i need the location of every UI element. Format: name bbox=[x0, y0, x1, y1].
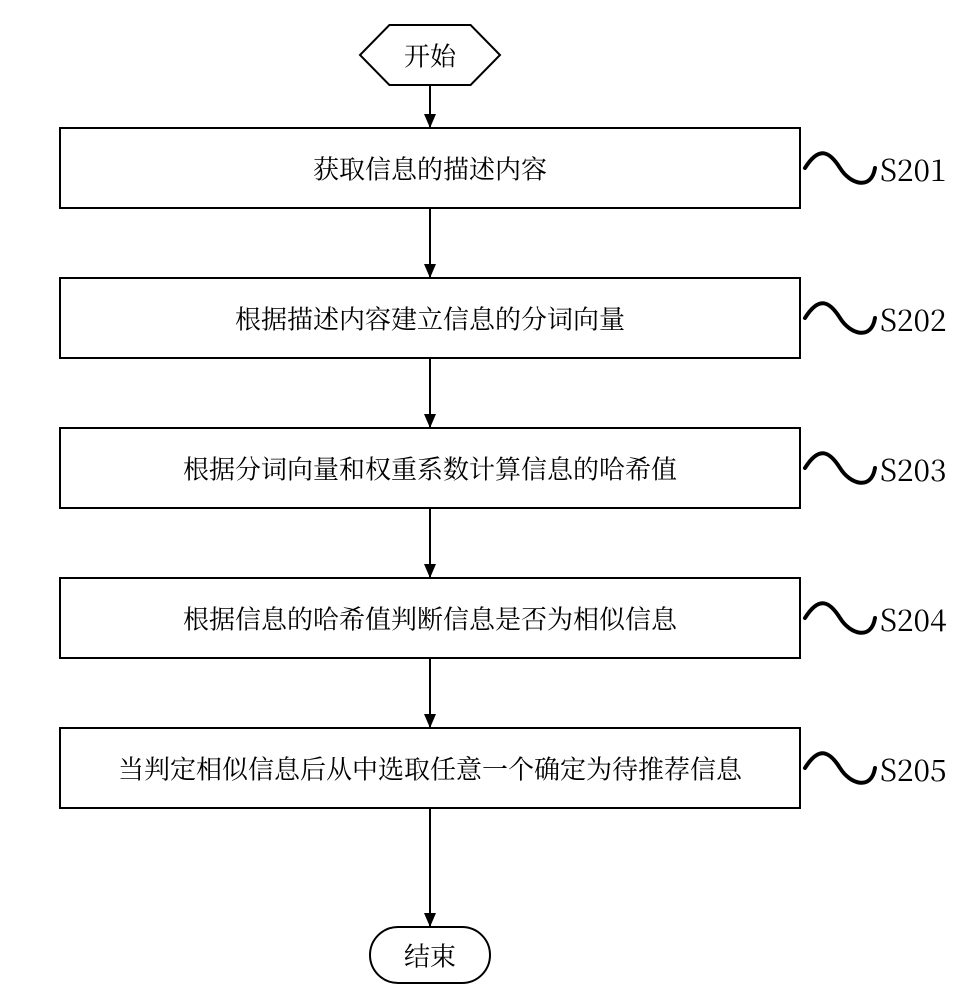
step-S201: 获取信息的描述内容 bbox=[60, 128, 800, 208]
step-id-label: S204 bbox=[880, 596, 947, 640]
step-text: 根据分词向量和权重系数计算信息的哈希值 bbox=[183, 450, 677, 487]
step-text: 根据信息的哈希值判断信息是否为相似信息 bbox=[183, 600, 678, 637]
start-terminal: 开始 bbox=[360, 25, 500, 85]
step-S202: 根据描述内容建立信息的分词向量 bbox=[60, 278, 800, 358]
step-S204: 根据信息的哈希值判断信息是否为相似信息 bbox=[60, 578, 800, 658]
step-text: 获取信息的描述内容 bbox=[313, 150, 547, 187]
start-label: 开始 bbox=[404, 37, 457, 74]
step-id-label: S201 bbox=[880, 146, 947, 190]
end-terminal: 结束 bbox=[370, 927, 490, 983]
step-id-label: S203 bbox=[880, 446, 947, 490]
flowchart: 开始获取信息的描述内容 S201 根据描述内容建立信息的分词向量 S202 根据分词向量… bbox=[0, 0, 956, 1000]
step-text: 根据描述内容建立信息的分词向量 bbox=[235, 300, 625, 337]
end-label: 结束 bbox=[404, 937, 456, 974]
step-S205: 当判定相似信息后从中选取任意一个确定为待推荐信息 bbox=[60, 728, 800, 808]
step-text: 当判定相似信息后从中选取任意一个确定为待推荐信息 bbox=[118, 750, 743, 787]
step-id-label: S202 bbox=[880, 296, 947, 340]
step-id-label: S205 bbox=[880, 746, 947, 790]
step-S203: 根据分词向量和权重系数计算信息的哈希值 bbox=[60, 428, 800, 508]
